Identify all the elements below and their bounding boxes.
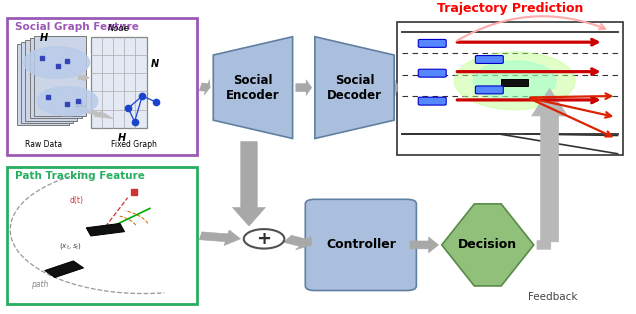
FancyBboxPatch shape (25, 40, 78, 121)
Polygon shape (442, 204, 534, 286)
Text: +: + (256, 230, 272, 248)
Polygon shape (199, 230, 240, 246)
Text: Controller: Controller (326, 238, 396, 252)
Circle shape (455, 52, 575, 110)
Text: Node: Node (107, 24, 130, 33)
Text: $(x_t, s_t)$: $(x_t, s_t)$ (59, 241, 82, 252)
Polygon shape (501, 79, 528, 86)
Text: Social
Encoder: Social Encoder (226, 73, 280, 102)
FancyBboxPatch shape (7, 167, 197, 304)
FancyBboxPatch shape (91, 37, 147, 128)
Text: Feedback: Feedback (528, 292, 577, 302)
FancyBboxPatch shape (475, 86, 503, 94)
Text: Social
Decoder: Social Decoder (327, 73, 382, 102)
Text: H: H (118, 133, 126, 143)
Text: path: path (31, 280, 48, 289)
Circle shape (244, 229, 284, 249)
Text: Fixed Graph: Fixed Graph (111, 140, 157, 149)
FancyBboxPatch shape (34, 36, 86, 116)
Polygon shape (537, 241, 551, 249)
Polygon shape (199, 79, 210, 95)
Circle shape (24, 47, 90, 78)
FancyBboxPatch shape (398, 21, 623, 155)
Text: N: N (151, 59, 159, 69)
FancyBboxPatch shape (17, 44, 69, 125)
Polygon shape (296, 80, 312, 95)
Circle shape (37, 87, 98, 116)
Polygon shape (213, 37, 293, 138)
Text: $D_v$: $D_v$ (75, 99, 88, 111)
FancyBboxPatch shape (7, 19, 197, 155)
Polygon shape (410, 237, 439, 253)
FancyBboxPatch shape (418, 69, 446, 77)
Polygon shape (284, 235, 312, 250)
Text: Trajectory Prediction: Trajectory Prediction (437, 2, 583, 15)
FancyBboxPatch shape (30, 38, 82, 118)
Polygon shape (78, 74, 90, 81)
FancyBboxPatch shape (418, 97, 446, 105)
Text: Path Tracking Feature: Path Tracking Feature (15, 171, 144, 181)
Polygon shape (394, 80, 398, 95)
Text: Social Graph Feature: Social Graph Feature (15, 22, 139, 32)
Text: Decision: Decision (458, 238, 517, 252)
Polygon shape (233, 142, 265, 226)
Polygon shape (532, 88, 568, 242)
Circle shape (473, 61, 556, 100)
FancyBboxPatch shape (475, 56, 503, 63)
FancyBboxPatch shape (305, 199, 417, 290)
Polygon shape (45, 261, 83, 278)
FancyBboxPatch shape (418, 40, 446, 47)
Polygon shape (315, 37, 394, 138)
Polygon shape (76, 107, 114, 119)
Text: Raw Data: Raw Data (25, 140, 62, 149)
Polygon shape (86, 224, 125, 236)
FancyBboxPatch shape (21, 42, 73, 123)
Text: H: H (40, 33, 48, 43)
Text: d(t): d(t) (70, 196, 84, 205)
